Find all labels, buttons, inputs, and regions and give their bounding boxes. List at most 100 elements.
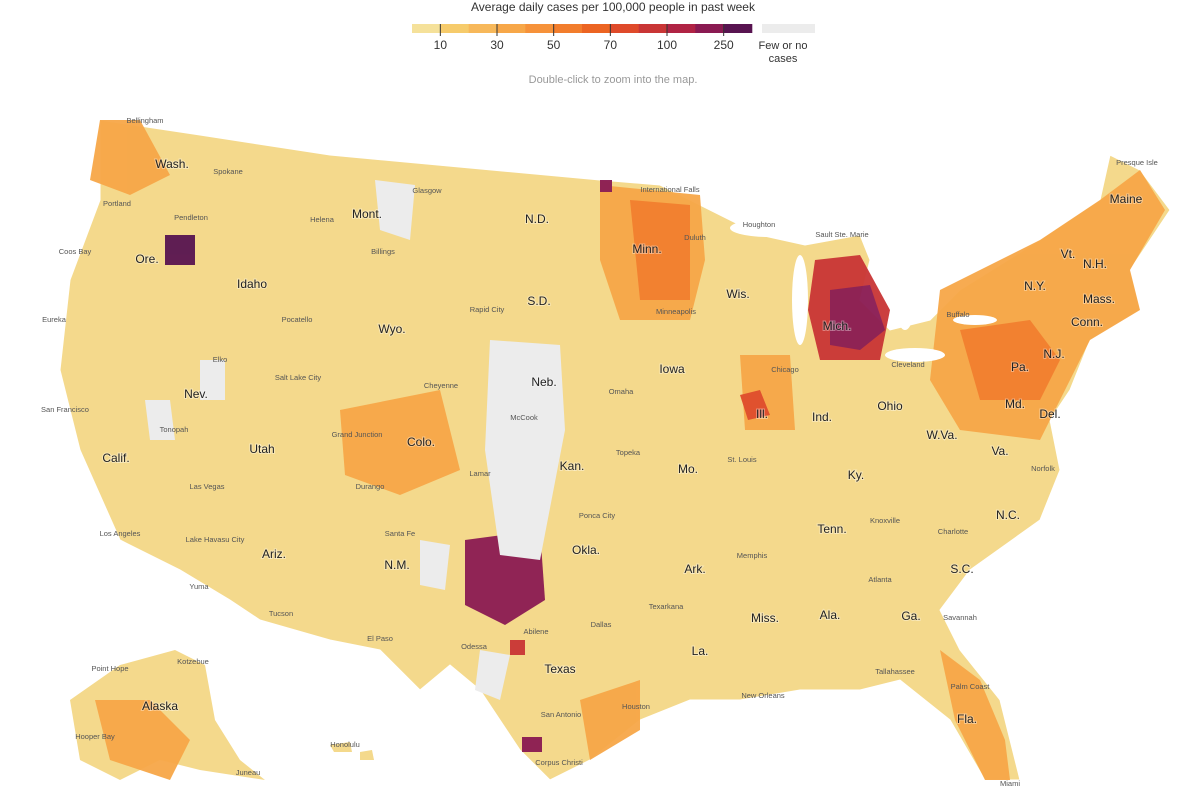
state-label: Ark. (684, 562, 705, 576)
legend-swatch (468, 24, 498, 33)
great-lakes (730, 219, 997, 362)
state-label: Wis. (726, 287, 749, 301)
state-label: Minn. (632, 242, 661, 256)
legend-no-data-label: Few or no cases (759, 40, 808, 65)
legend-tick-label: 250 (714, 38, 734, 52)
city-label: Cleveland (891, 360, 924, 369)
state-label: N.H. (1083, 257, 1107, 271)
state-label: Ky. (848, 468, 864, 482)
city-label: Duluth (684, 233, 706, 242)
state-label: Kan. (560, 459, 585, 473)
city-label: Norfolk (1031, 464, 1055, 473)
legend-swatch (497, 24, 526, 33)
state-labels: Wash. Ore. Idaho Mont. Wyo. N.D. S.D. Minn. Wis.… (101, 156, 1143, 727)
state-label: N.C. (996, 508, 1020, 522)
city-label: Pocatello (282, 315, 313, 324)
city-label: St. Louis (727, 455, 756, 464)
city-label: Grand Junction (332, 430, 383, 439)
state-label: Calif. (102, 451, 129, 465)
city-label: Sault Ste. Marie (815, 230, 868, 239)
city-label: Los Angeles (100, 529, 141, 538)
city-label: Knoxville (870, 516, 900, 525)
state-label: Mo. (678, 462, 698, 476)
city-label: Miami (1000, 779, 1020, 788)
city-labels: Bellingham Spokane Portland Pendleton Coos B… (41, 116, 1158, 788)
map-hint: Double-click to zoom into the map. (529, 74, 698, 86)
city-label: Kotzebue (177, 657, 209, 666)
city-label: Lake Havasu City (186, 535, 245, 544)
city-label: Presque Isle (1116, 158, 1158, 167)
state-label: Ore. (135, 252, 158, 266)
city-label: McCook (510, 413, 538, 422)
city-label: Yuma (189, 582, 209, 591)
state-label: Mich. (823, 319, 852, 333)
city-label: Odessa (461, 642, 488, 651)
city-label: Savannah (943, 613, 977, 622)
legend-swatch (695, 24, 724, 33)
state-label: Ariz. (262, 547, 286, 561)
state-label: Ohio (877, 399, 903, 413)
state-label: Ill. (756, 407, 768, 421)
city-label: Durango (356, 482, 385, 491)
state-label: Maine (1110, 192, 1143, 206)
legend-title: Average daily cases per 100,000 people i… (471, 0, 756, 14)
city-label: Houghton (743, 220, 776, 229)
city-label: Abilene (523, 627, 548, 636)
city-label: Minneapolis (656, 307, 696, 316)
state-label: Conn. (1071, 315, 1103, 329)
city-label: Dallas (591, 620, 612, 629)
legend-no-data-swatch (762, 24, 815, 33)
legend-swatch (638, 24, 668, 33)
state-label: N.M. (384, 558, 409, 572)
legend-swatch (723, 24, 753, 33)
city-label: Ponca City (579, 511, 616, 520)
city-label: Elko (213, 355, 228, 364)
city-label: San Francisco (41, 405, 89, 414)
state-label: La. (692, 644, 709, 658)
state-label: N.J. (1043, 347, 1064, 361)
state-label: Pa. (1011, 360, 1029, 374)
legend-swatch (667, 24, 696, 33)
state-label: Va. (991, 444, 1008, 458)
legend-tick-label: 10 (434, 38, 448, 52)
city-label: Memphis (737, 551, 768, 560)
city-label: New Orleans (741, 691, 785, 700)
city-label: Topeka (616, 448, 641, 457)
state-label: Tenn. (817, 522, 846, 536)
state-label: Mass. (1083, 292, 1115, 306)
city-label: Rapid City (470, 305, 505, 314)
state-label: Okla. (572, 543, 600, 557)
city-label: Lamar (469, 469, 491, 478)
legend: Average daily cases per 100,000 people i… (412, 0, 815, 65)
state-label: Neb. (531, 375, 556, 389)
state-label: Del. (1039, 407, 1060, 421)
city-label: Hooper Bay (75, 732, 115, 741)
state-label: W.Va. (926, 428, 957, 442)
city-label: Coos Bay (59, 247, 92, 256)
state-label: N.Y. (1024, 279, 1046, 293)
city-label: Charlotte (938, 527, 968, 536)
legend-swatch (412, 24, 441, 33)
state-label: S.D. (527, 294, 550, 308)
legend-swatch (525, 24, 554, 33)
city-label: Billings (371, 247, 395, 256)
city-label: Santa Fe (385, 529, 415, 538)
city-label: International Falls (640, 185, 699, 194)
state-label: Md. (1005, 397, 1025, 411)
state-label: S.C. (950, 562, 973, 576)
legend-tick-label: 50 (547, 38, 561, 52)
legend-swatch (440, 24, 469, 33)
city-label: Eureka (42, 315, 67, 324)
city-label: Honolulu (330, 740, 360, 749)
state-label: Vt. (1061, 247, 1076, 261)
city-label: Palm Coast (951, 682, 991, 691)
city-label: Las Vegas (189, 482, 224, 491)
city-label: Juneau (236, 768, 261, 777)
city-label: Tucson (269, 609, 293, 618)
state-label: Wyo. (378, 322, 405, 336)
legend-tick-label: 30 (490, 38, 504, 52)
legend-swatch (582, 24, 611, 33)
city-label: Tallahassee (875, 667, 915, 676)
city-label: Bellingham (126, 116, 163, 125)
